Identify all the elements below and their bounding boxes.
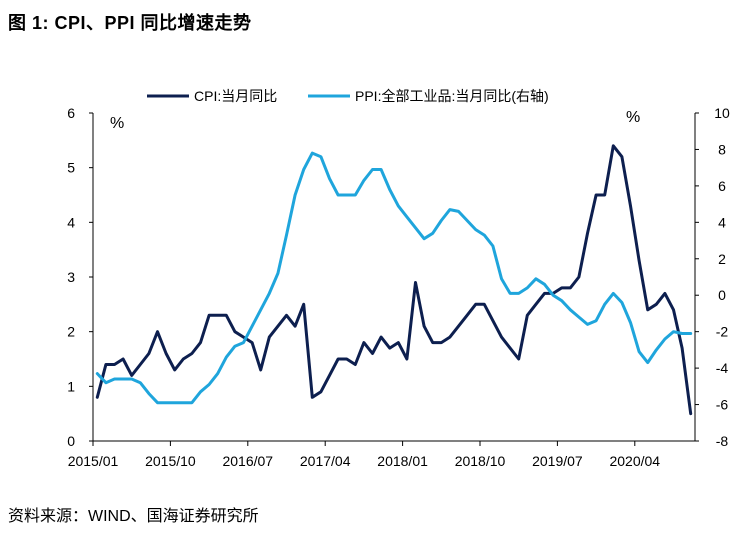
left-tick-label: 4 (67, 214, 75, 230)
x-tick-label: 2015/01 (68, 453, 119, 469)
left-axis-unit: % (110, 115, 124, 132)
x-tick-label: 2018/10 (455, 453, 506, 469)
right-tick-label: 8 (718, 141, 726, 157)
right-tick-label: -6 (716, 397, 729, 413)
right-tick-label: 10 (714, 105, 730, 121)
right-tick-label: 6 (718, 178, 726, 194)
left-tick-label: 3 (67, 269, 75, 285)
x-tick-label: 2018/01 (377, 453, 428, 469)
x-tick-label: 2016/07 (222, 453, 273, 469)
right-tick-label: 2 (718, 251, 726, 267)
right-tick-label: -4 (716, 360, 729, 376)
axes: 0 1 2 3 4 5 6 -8 -6 -4 -2 0 2 4 6 8 10 2015/01 2015/10 2016… (67, 105, 730, 469)
left-tick-label: 5 (67, 160, 75, 176)
left-tick-label: 2 (67, 324, 75, 340)
x-tick-label: 2015/10 (145, 453, 196, 469)
right-tick-label: -8 (716, 433, 729, 449)
x-tick-label: 2017/04 (300, 453, 351, 469)
series-lines (95, 144, 693, 416)
right-tick-label: 4 (718, 214, 726, 230)
ppi-line (95, 151, 693, 405)
left-tick-label: 0 (67, 433, 75, 449)
x-tick-label: 2020/04 (609, 453, 660, 469)
legend-ppi-label: PPI:全部工业品:当月同比(右轴) (355, 88, 549, 104)
legend: CPI:当月同比 PPI:全部工业品:当月同比(右轴) (147, 88, 549, 104)
left-tick-label: 1 (67, 378, 75, 394)
legend-cpi-label: CPI:当月同比 (194, 88, 277, 104)
right-axis-unit: % (626, 109, 640, 126)
right-tick-label: 0 (718, 287, 726, 303)
cpi-line (95, 144, 693, 416)
left-tick-label: 6 (67, 105, 75, 121)
x-tick-label: 2019/07 (532, 453, 583, 469)
figure-title: 图 1: CPI、PPI 同比增速走势 (8, 13, 252, 33)
source-note: 资料来源：WIND、国海证券研究所 (8, 508, 259, 525)
right-tick-label: -2 (716, 324, 729, 340)
